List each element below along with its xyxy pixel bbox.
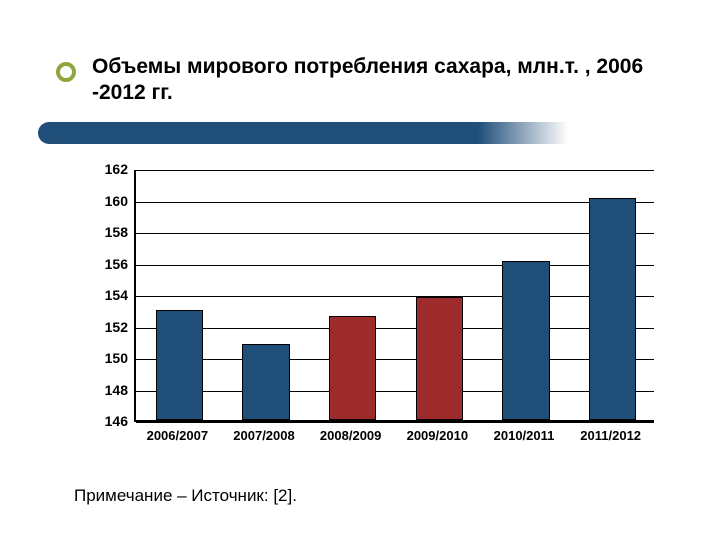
y-tick-label: 158 [80, 224, 128, 240]
gridline [136, 233, 654, 234]
plot-area [134, 170, 654, 422]
y-tick-label: 160 [80, 193, 128, 209]
gridline [136, 328, 654, 329]
gridline [136, 202, 654, 203]
y-tick-label: 146 [80, 413, 128, 429]
bar [329, 316, 377, 420]
y-tick-label: 156 [80, 256, 128, 272]
gridline [136, 359, 654, 360]
bar [242, 344, 290, 420]
y-tick-label: 154 [80, 287, 128, 303]
bar [156, 310, 204, 420]
x-tick-label: 2007/2008 [233, 428, 294, 443]
gridline [136, 296, 654, 297]
bar [589, 198, 637, 420]
gridline [136, 170, 654, 171]
x-tick-label: 2010/2011 [494, 428, 555, 443]
gridline [136, 391, 654, 392]
gridline [136, 265, 654, 266]
bar [416, 297, 464, 420]
x-tick-label: 2011/2012 [580, 428, 641, 443]
y-tick-label: 152 [80, 319, 128, 335]
gridline [136, 422, 654, 423]
bar-chart: 146 148 150 152 154 156 158 160 162 2006/2007 200… [80, 160, 660, 460]
x-tick-label: 2008/2009 [320, 428, 381, 443]
footnote: Примечание – Источник: [2]. [74, 486, 297, 506]
x-tick-label: 2009/2010 [407, 428, 468, 443]
title-bullet [56, 62, 76, 82]
y-tick-label: 148 [80, 382, 128, 398]
y-tick-label: 162 [80, 161, 128, 177]
title-underline [38, 122, 478, 144]
slide: Объемы мирового потребления сахара, млн.… [0, 0, 720, 540]
slide-title: Объемы мирового потребления сахара, млн.… [92, 54, 652, 107]
bar [502, 261, 550, 420]
y-tick-label: 150 [80, 350, 128, 366]
x-tick-label: 2006/2007 [147, 428, 208, 443]
